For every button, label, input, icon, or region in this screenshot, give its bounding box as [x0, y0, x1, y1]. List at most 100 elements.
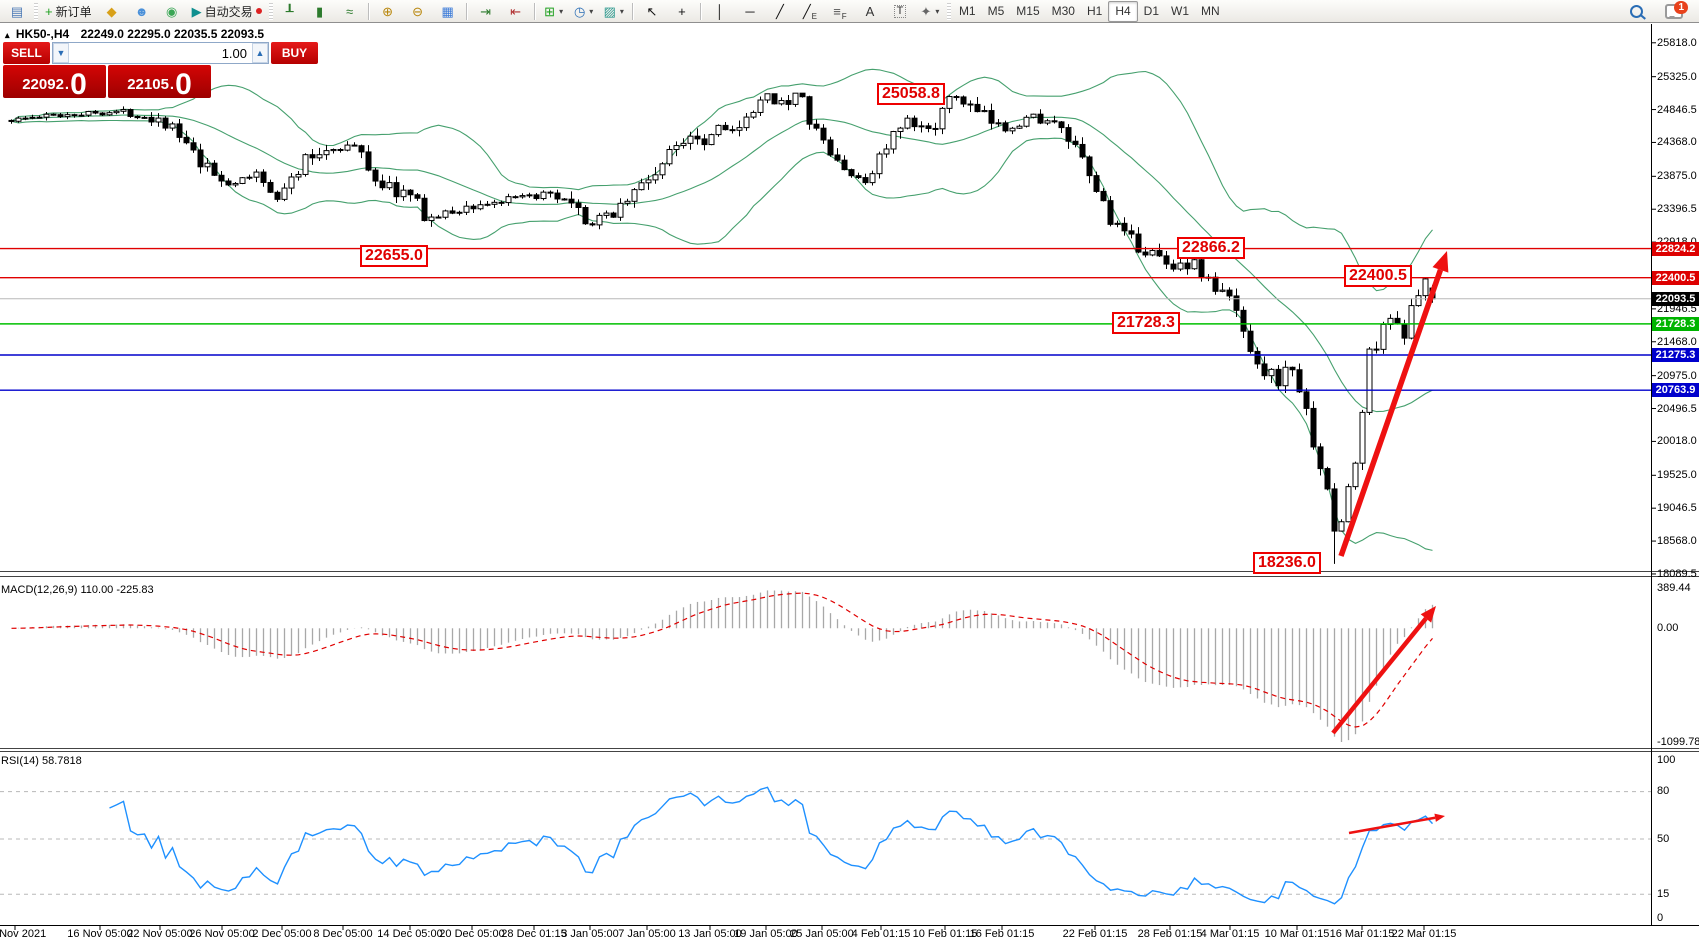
- templates-button[interactable]: ▨ ▾: [603, 3, 624, 19]
- toolbar-grip: [946, 2, 951, 20]
- timeframe-m15-button[interactable]: M15: [1016, 4, 1040, 18]
- timeframe-h1-button[interactable]: H1: [1086, 4, 1103, 18]
- zoom-in-icon[interactable]: ⊕: [373, 0, 403, 22]
- sell-price-frac: 0: [70, 67, 87, 101]
- crosshair-icon[interactable]: +: [667, 0, 697, 22]
- toolbar-separator: [699, 2, 702, 20]
- buy-price-dot: .: [169, 76, 175, 93]
- price-axis-tick: 20018.0: [1657, 435, 1697, 448]
- buy-button[interactable]: BUY: [271, 42, 318, 64]
- rsi-axis-tick: 0: [1657, 912, 1664, 924]
- candlestick-chart-icon[interactable]: ▮: [305, 0, 335, 22]
- notifications-button[interactable]: 1: [1659, 0, 1689, 22]
- volume-input[interactable]: [69, 43, 252, 63]
- vertical-line-icon[interactable]: │: [705, 0, 735, 22]
- chart-ohlc: 22249.0 22295.0 22035.5 22093.5: [80, 27, 265, 41]
- timeframe-m30-button[interactable]: M30: [1051, 4, 1075, 18]
- time-axis-label: 4 Mar 01:15: [1200, 928, 1260, 940]
- sell-price-main: 22092: [22, 76, 64, 93]
- bar-chart-icon[interactable]: ┸: [275, 0, 305, 22]
- line-chart-icon[interactable]: ≈: [335, 0, 365, 22]
- pane-separator[interactable]: [0, 569, 1699, 575]
- time-axis-label: 16 Feb 01:15: [969, 928, 1035, 940]
- shapes-button[interactable]: ✦ ▾: [920, 3, 940, 19]
- chart-file-icon: ▤: [10, 3, 24, 19]
- volume-spinner: ▼ ▲: [52, 42, 269, 64]
- time-axis-label: 22 Feb 01:15: [1062, 928, 1128, 940]
- templates-button: ▨: [603, 3, 616, 19]
- new-order-button[interactable]: + 新订单: [40, 0, 97, 22]
- time-axis-label: 25 Jan 05:00: [790, 928, 854, 940]
- time-axis-label: 28 Dec 01:15: [501, 928, 567, 940]
- text-label-icon: T: [893, 4, 907, 18]
- sell-price[interactable]: 22092. 0: [3, 65, 106, 101]
- notification-count-badge: 1: [1674, 0, 1688, 14]
- price-level-label[interactable]: 21728.3: [1112, 312, 1180, 334]
- buy-price-main: 22105: [127, 76, 169, 93]
- timeframe-d1-button[interactable]: D1: [1143, 4, 1159, 18]
- price-level-label[interactable]: 22655.0: [360, 245, 428, 267]
- zoom-in-icon: ⊕: [382, 3, 394, 19]
- tile-windows-icon[interactable]: ▦: [433, 0, 463, 22]
- price-level-label[interactable]: 22866.2: [1177, 237, 1245, 259]
- macd-axis-tick: -1099.78: [1657, 736, 1699, 748]
- timeframe-h4-button[interactable]: H4: [1108, 0, 1138, 22]
- chart-shift-icon[interactable]: ⇤: [501, 0, 531, 22]
- rsi-axis-tick: 100: [1657, 754, 1676, 766]
- time-axis-label: 22 Mar 01:15: [1391, 928, 1457, 940]
- price-level-label[interactable]: 18236.0: [1253, 552, 1321, 574]
- price-badge-20763.9: 20763.9: [1652, 383, 1699, 398]
- price-axis-tick: 18568.0: [1657, 535, 1697, 548]
- timeframe-w1-button[interactable]: W1: [1171, 4, 1189, 18]
- pane-separator[interactable]: [0, 746, 1699, 752]
- macd-label: MACD(12,26,9) 110.00 -225.83: [1, 584, 154, 596]
- auto-scroll-icon[interactable]: ⇥: [471, 0, 501, 22]
- cursor-icon: ↖: [646, 3, 658, 19]
- zoom-out-icon[interactable]: ⊖: [403, 0, 433, 22]
- timeframe-m5-button[interactable]: M5: [987, 4, 1005, 18]
- channel-icon[interactable]: ╱ E: [802, 3, 818, 22]
- price-level-label[interactable]: 22400.5: [1344, 265, 1412, 287]
- timeframe-m1-button[interactable]: M1: [958, 4, 976, 18]
- community-icon[interactable]: ☻: [127, 0, 157, 22]
- time-axis-label: 10 Feb 01:15: [912, 928, 978, 940]
- trendline-icon[interactable]: ╱: [765, 0, 795, 22]
- toolbar-grip: [34, 2, 38, 20]
- time-axis-label: 26 Nov 05:00: [189, 928, 255, 940]
- signals-icon[interactable]: ◉: [157, 0, 187, 22]
- time-axis-label: 20 Dec 05:00: [439, 928, 505, 940]
- timeframe-mn-button[interactable]: MN: [1201, 4, 1220, 18]
- horizontal-line-icon: ─: [745, 3, 755, 19]
- price-axis-tick: 23875.0: [1657, 170, 1697, 183]
- new-chart-button[interactable]: ⊞ ▾: [544, 3, 564, 19]
- time-axis-label: 3 Jan 05:00: [561, 928, 619, 940]
- search-button[interactable]: [1621, 0, 1651, 22]
- chart-title: ▴ HK50-,H4 22249.0 22295.0 22035.5 22093…: [5, 27, 264, 41]
- sell-button[interactable]: SELL: [3, 42, 50, 64]
- cursor-icon[interactable]: ↖: [637, 0, 667, 22]
- chart-shift-icon: ⇤: [510, 3, 522, 19]
- price-level-label[interactable]: 25058.8: [877, 83, 945, 105]
- fibonacci-icon[interactable]: ≡ F: [833, 3, 847, 22]
- new-chart-button: ⊞: [544, 3, 556, 19]
- volume-increase-button[interactable]: ▲: [252, 43, 268, 63]
- buy-price[interactable]: 22105. 0: [108, 65, 211, 99]
- text-label-icon[interactable]: T: [885, 0, 915, 22]
- new-order-button-label: 新订单: [55, 4, 92, 19]
- zoom-out-icon: ⊖: [412, 3, 424, 19]
- text-icon[interactable]: A: [855, 0, 885, 22]
- macd-axis-tick: 0.00: [1657, 622, 1679, 634]
- market-icon[interactable]: ◆: [97, 0, 127, 22]
- chart-file-icon[interactable]: ▤: [2, 0, 32, 22]
- price-axis-tick: 25818.0: [1657, 36, 1697, 49]
- horizontal-line-icon[interactable]: ─: [735, 0, 765, 22]
- volume-decrease-button[interactable]: ▼: [53, 43, 69, 63]
- periods-button[interactable]: ◷ ▾: [573, 3, 594, 19]
- time-axis-label: 8 Dec 05:00: [313, 928, 373, 940]
- market-icon: ◆: [106, 3, 117, 19]
- autotrading-button[interactable]: ▶ 自动交易: [187, 0, 267, 22]
- price-axis-tick: 20975.0: [1657, 369, 1697, 382]
- time-axis-label: 2 Dec 05:00: [252, 928, 312, 940]
